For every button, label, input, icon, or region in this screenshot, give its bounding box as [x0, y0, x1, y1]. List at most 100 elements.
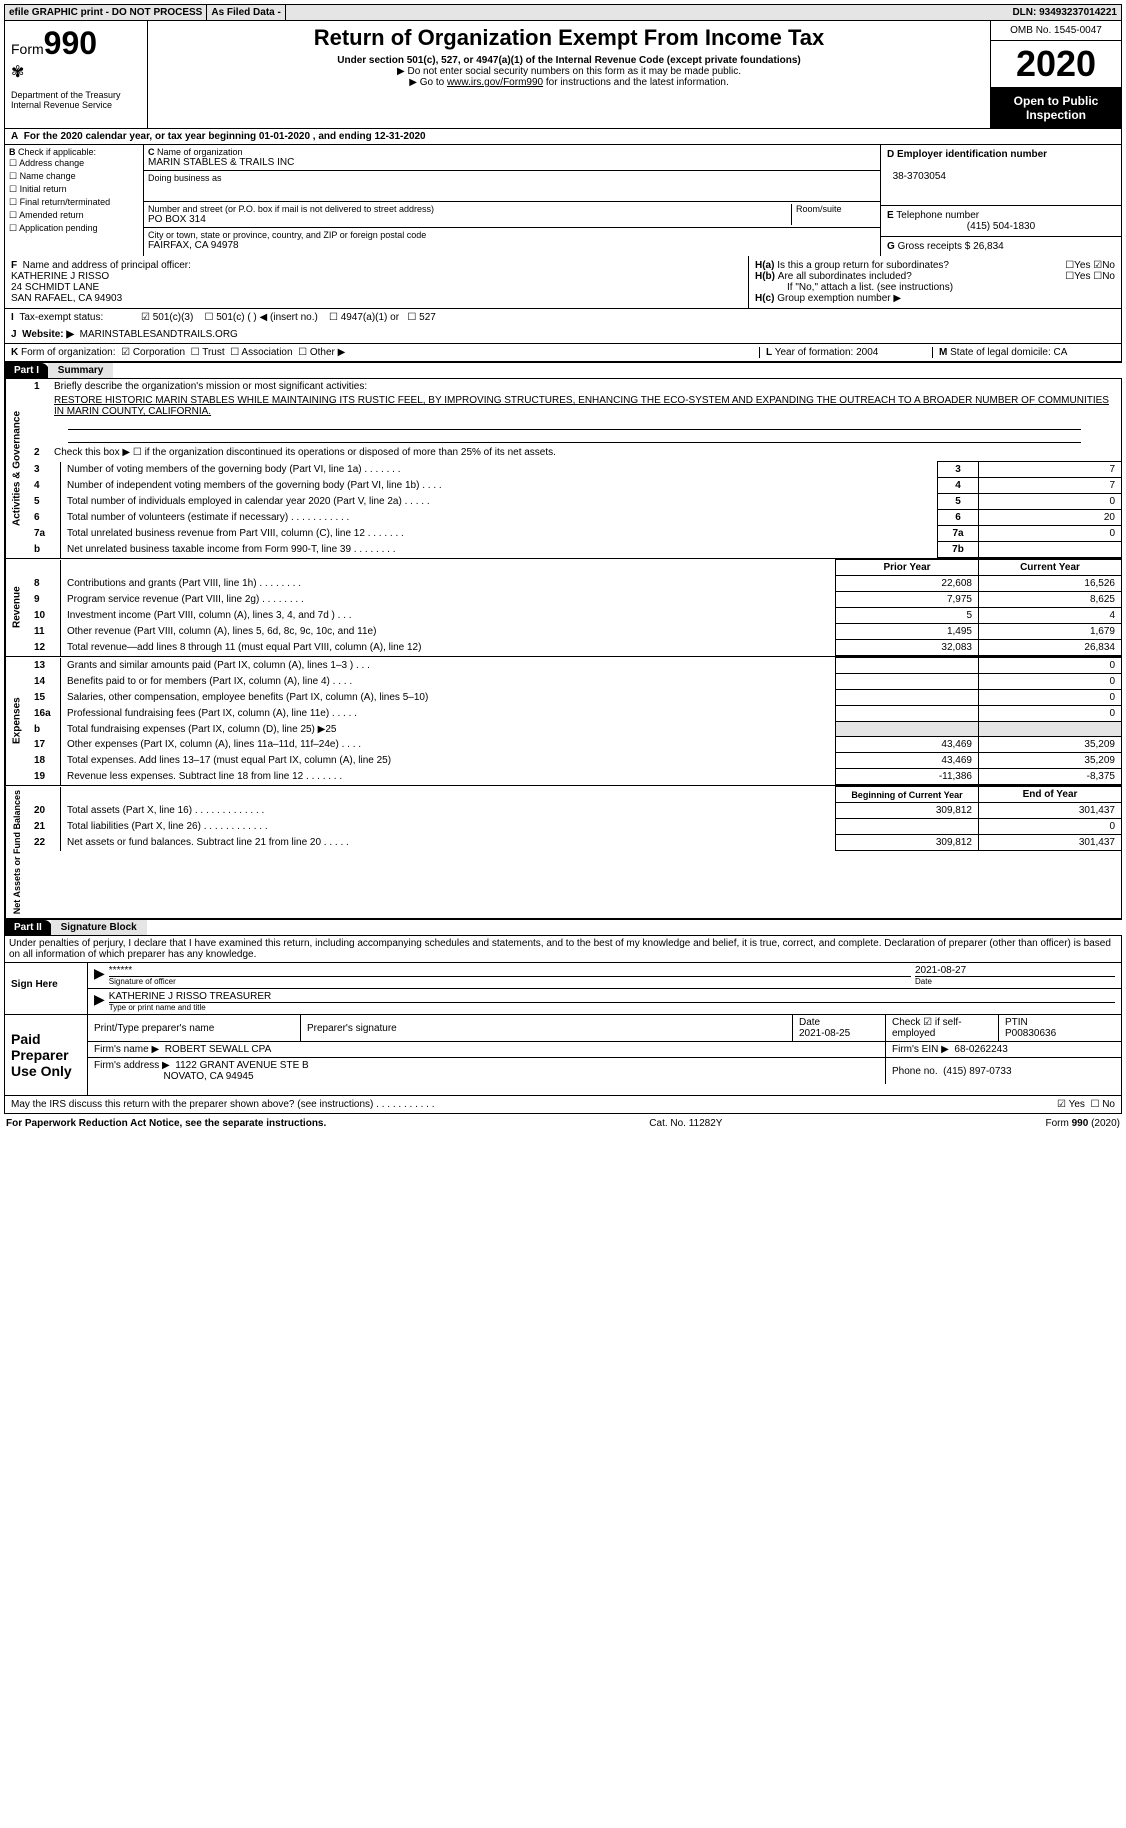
- i-4947[interactable]: ☐ 4947(a)(1) or: [329, 312, 399, 323]
- vert-exp: Expenses: [5, 657, 28, 785]
- table-row: 16a Professional fundraising fees (Part …: [28, 706, 1121, 722]
- blank-line-2: [68, 432, 1081, 443]
- check-application-pending[interactable]: ☐ Application pending: [9, 222, 139, 235]
- form-line2: ▶ Do not enter social security numbers o…: [156, 66, 982, 77]
- i-527[interactable]: ☐ 527: [407, 312, 435, 323]
- check-final-return[interactable]: ☐ Final return/terminated: [9, 196, 139, 209]
- open-to-public: Open to Public Inspection: [991, 88, 1121, 128]
- blank-line-1: [68, 419, 1081, 430]
- city-lbl: City or town, state or province, country…: [148, 230, 426, 240]
- table-row: 22 Net assets or fund balances. Subtract…: [28, 835, 1121, 851]
- firm-phone: (415) 897-0733: [943, 1066, 1011, 1077]
- row-i: I Tax-exempt status: ☑ 501(c)(3) ☐ 501(c…: [4, 309, 1122, 326]
- part2-label: Part II: [4, 920, 52, 935]
- ha-text: Is this a group return for subordinates?: [777, 260, 1065, 271]
- col-d: D Employer identification number 38-3703…: [880, 145, 1121, 256]
- prep-col1: Print/Type preparer's name: [88, 1015, 301, 1042]
- part1-title: Summary: [48, 363, 114, 378]
- firm-name-row: Firm's name ▶ ROBERT SEWALL CPA: [88, 1042, 886, 1058]
- asfiled-label: As Filed Data -: [207, 5, 285, 20]
- k-corp[interactable]: ☑ Corporation: [121, 347, 185, 358]
- c-name-lbl: Name of organization: [157, 147, 243, 157]
- c-addr-row: Number and street (or P.O. box if mail i…: [144, 202, 880, 228]
- prep-selfemployed[interactable]: Check ☑ if self-employed: [886, 1015, 999, 1042]
- discuss-no[interactable]: ☐ No: [1090, 1099, 1115, 1110]
- form-number: Form990: [11, 25, 141, 62]
- col-current: Current Year: [979, 560, 1122, 576]
- firm-ein-row: Firm's EIN ▶ 68-0262243: [886, 1042, 1122, 1058]
- check-address-change[interactable]: ☐ Address change: [9, 157, 139, 170]
- col-begin: Beginning of Current Year: [836, 787, 979, 803]
- line2: 2Check this box ▶ ☐ if the organization …: [28, 445, 1121, 461]
- vert-rev: Revenue: [5, 559, 28, 656]
- discuss-row: May the IRS discuss this return with the…: [4, 1096, 1122, 1114]
- table-row: 9 Program service revenue (Part VIII, li…: [28, 592, 1121, 608]
- footer-right: Form 990 (2020): [1046, 1118, 1120, 1129]
- table-row: 11 Other revenue (Part VIII, column (A),…: [28, 624, 1121, 640]
- row-a-text: For the 2020 calendar year, or tax year …: [24, 131, 426, 142]
- ha-yes[interactable]: ☐Yes: [1065, 260, 1090, 271]
- l2-text: Check this box ▶ ☐ if the organization d…: [54, 447, 1115, 458]
- officer-typed-name: KATHERINE J RISSO TREASURER: [109, 991, 271, 1002]
- part1-bar: Part I Summary: [4, 362, 1122, 378]
- efile-label: efile GRAPHIC print - DO NOT PROCESS: [5, 5, 207, 20]
- table-row: 13 Grants and similar amounts paid (Part…: [28, 658, 1121, 674]
- check-amended[interactable]: ☐ Amended return: [9, 209, 139, 222]
- firm-addr-lbl: Firm's address ▶: [94, 1060, 170, 1071]
- j-lbl: Website: ▶: [22, 329, 74, 340]
- hb-no[interactable]: ☐No: [1093, 271, 1115, 282]
- form-prefix: Form: [11, 41, 44, 57]
- discuss-yes[interactable]: ☑ Yes: [1057, 1099, 1085, 1110]
- table-row: 19 Revenue less expenses. Subtract line …: [28, 769, 1121, 785]
- d-ein: D Employer identification number 38-3703…: [881, 145, 1121, 206]
- i-501c3[interactable]: ☑ 501(c)(3): [141, 312, 193, 323]
- firm-addr1: 1122 GRANT AVENUE STE B: [175, 1060, 308, 1071]
- firm-addr-row: Firm's address ▶ 1122 GRANT AVENUE STE B…: [88, 1058, 886, 1085]
- room-lbl: Room/suite: [796, 204, 842, 214]
- check-initial-return[interactable]: ☐ Initial return: [9, 183, 139, 196]
- form-line3: ▶ Go to www.irs.gov/Form990 for instruct…: [156, 77, 982, 88]
- check-name-change[interactable]: ☐ Name change: [9, 170, 139, 183]
- hb-yes[interactable]: ☐Yes: [1065, 271, 1090, 282]
- phone-lbl: Telephone number: [896, 210, 979, 221]
- table-row: 3 Number of voting members of the govern…: [28, 462, 1121, 478]
- dba-lbl: Doing business as: [148, 173, 222, 183]
- part2-title: Signature Block: [51, 920, 147, 935]
- table-row: b Net unrelated business taxable income …: [28, 542, 1121, 558]
- mission-text: RESTORE HISTORIC MARIN STABLES WHILE MAI…: [28, 395, 1121, 417]
- k-assoc[interactable]: ☐ Association: [230, 347, 292, 358]
- omb-number: OMB No. 1545-0047: [991, 21, 1121, 41]
- k-other[interactable]: ☐ Other ▶: [298, 347, 345, 358]
- line1: 1Briefly describe the organization's mis…: [28, 379, 1121, 395]
- officer-addr1: 24 SCHMIDT LANE: [11, 282, 99, 293]
- revenue-table: Prior Year Current Year 8 Contributions …: [28, 559, 1121, 656]
- band-netassets: Net Assets or Fund Balances Beginning of…: [4, 786, 1122, 919]
- table-row: 10 Investment income (Part VIII, column …: [28, 608, 1121, 624]
- dln-value: 93493237014221: [1039, 7, 1117, 18]
- vert-na: Net Assets or Fund Balances: [5, 786, 28, 918]
- sig-date: 2021-08-27: [915, 965, 966, 976]
- table-row: 21 Total liabilities (Part X, line 26) .…: [28, 819, 1121, 835]
- form-num: 990: [44, 25, 97, 61]
- k-trust[interactable]: ☐ Trust: [191, 347, 225, 358]
- page-footer: For Paperwork Reduction Act Notice, see …: [4, 1114, 1122, 1133]
- addr-lbl: Number and street (or P.O. box if mail i…: [148, 204, 434, 214]
- col-h: H(a) Is this a group return for subordin…: [749, 256, 1121, 308]
- table-row: 5 Total number of individuals employed i…: [28, 494, 1121, 510]
- sig-date-lbl: Date: [915, 976, 1115, 986]
- i-501c[interactable]: ☐ 501(c) ( ) ◀ (insert no.): [204, 312, 317, 323]
- line3-link[interactable]: www.irs.gov/Form990: [447, 77, 543, 88]
- footer-left: For Paperwork Reduction Act Notice, see …: [6, 1118, 326, 1129]
- row-klm: K Form of organization: ☑ Corporation ☐ …: [4, 344, 1122, 362]
- table-row: 18 Total expenses. Add lines 13–17 (must…: [28, 753, 1121, 769]
- hb-text: Are all subordinates included?: [778, 271, 1065, 282]
- discuss-text: May the IRS discuss this return with the…: [11, 1099, 1057, 1110]
- k-lbl: Form of organization:: [21, 347, 116, 358]
- i-lbl: Tax-exempt status:: [19, 312, 103, 323]
- prep-ptin: PTINP00830636: [999, 1015, 1122, 1042]
- c-dba: Doing business as: [144, 171, 880, 202]
- f-lbl: Name and address of principal officer:: [23, 260, 191, 271]
- ha-no[interactable]: ☑No: [1093, 260, 1115, 271]
- form-header: Form990 ✾ Department of the Treasury Int…: [4, 21, 1122, 129]
- sign-here-label: Sign Here: [5, 963, 88, 1014]
